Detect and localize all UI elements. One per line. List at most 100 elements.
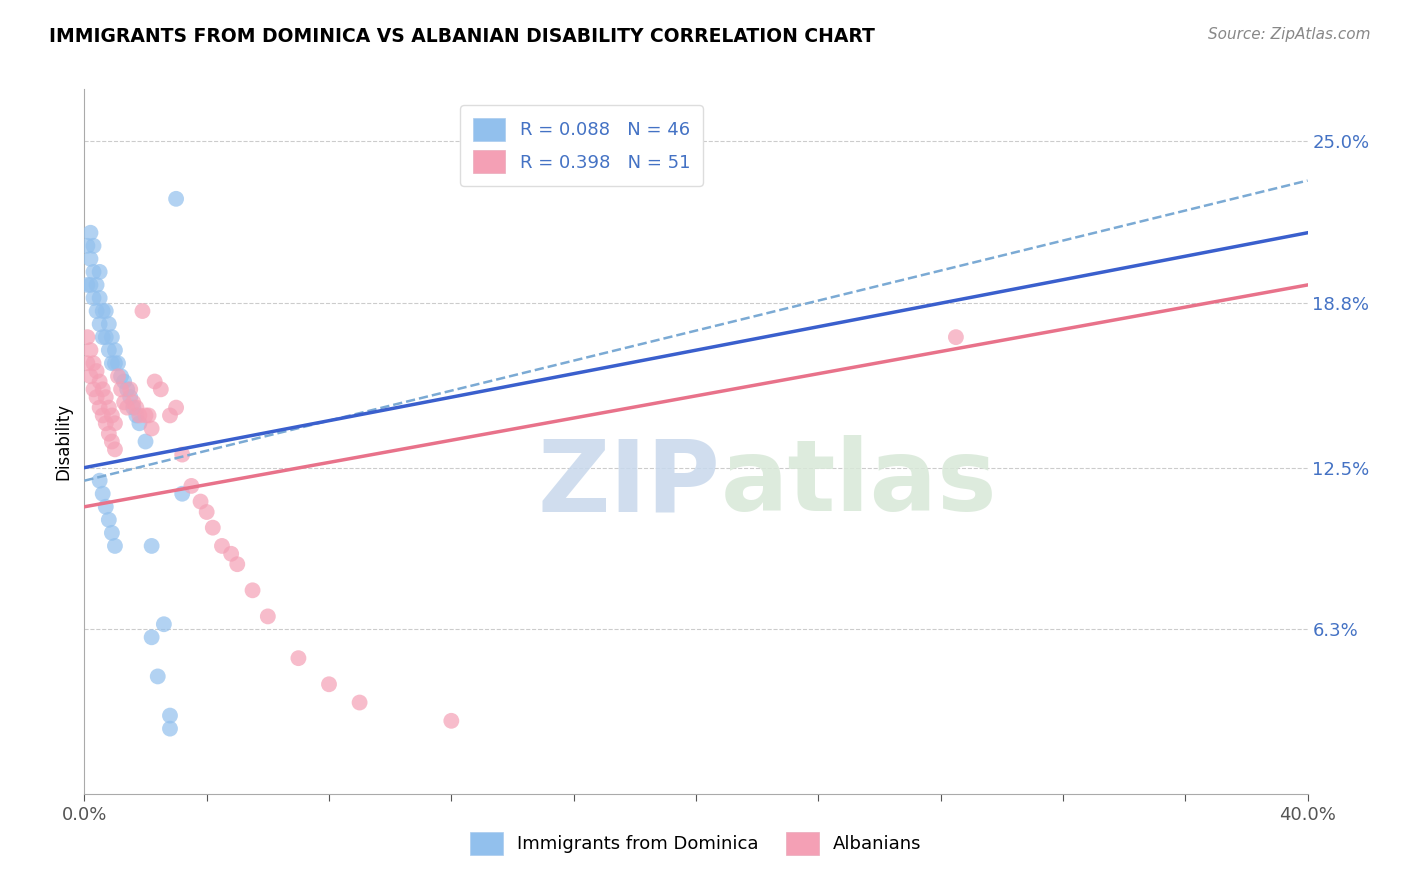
Point <box>76 277 98 292</box>
Point <box>83 239 105 253</box>
Point <box>91 330 114 344</box>
Point <box>141 421 163 435</box>
Point <box>165 192 187 206</box>
Point <box>83 265 105 279</box>
Point <box>83 356 105 370</box>
Point <box>219 547 242 561</box>
Point <box>172 487 194 501</box>
Point <box>115 401 138 415</box>
Point <box>159 708 181 723</box>
Point <box>94 304 117 318</box>
Point <box>94 330 117 344</box>
Point <box>125 401 148 415</box>
Point <box>101 356 124 370</box>
Point <box>97 317 120 331</box>
Point <box>86 277 108 292</box>
Point <box>79 252 101 266</box>
Point <box>97 426 120 441</box>
Point <box>97 343 120 358</box>
Point <box>107 356 129 370</box>
Point <box>128 409 150 423</box>
Text: atlas: atlas <box>720 435 997 533</box>
Point <box>287 651 309 665</box>
Text: IMMIGRANTS FROM DOMINICA VS ALBANIAN DISABILITY CORRELATION CHART: IMMIGRANTS FROM DOMINICA VS ALBANIAN DIS… <box>49 27 875 45</box>
Point <box>94 500 117 514</box>
Point <box>135 434 157 449</box>
Point <box>135 409 157 423</box>
Point <box>242 583 264 598</box>
Point <box>146 669 169 683</box>
Point <box>83 291 105 305</box>
Point <box>94 390 117 404</box>
Point <box>195 505 218 519</box>
Point <box>91 487 114 501</box>
Point <box>91 304 114 318</box>
Point <box>120 382 142 396</box>
Point <box>76 239 98 253</box>
Point <box>97 401 120 415</box>
Point <box>349 696 371 710</box>
Point <box>104 442 127 457</box>
Point <box>89 474 111 488</box>
Point <box>120 390 142 404</box>
Point <box>257 609 280 624</box>
Point <box>83 382 105 396</box>
Legend: Immigrants from Dominica, Albanians: Immigrants from Dominica, Albanians <box>463 825 929 863</box>
Point <box>89 265 111 279</box>
Point <box>104 356 127 370</box>
Point <box>122 401 145 415</box>
Point <box>101 525 124 540</box>
Point <box>79 369 101 384</box>
Point <box>89 291 111 305</box>
Point <box>107 369 129 384</box>
Text: Source: ZipAtlas.com: Source: ZipAtlas.com <box>1208 27 1371 42</box>
Point <box>104 343 127 358</box>
Point <box>91 409 114 423</box>
Point <box>180 479 202 493</box>
Point <box>104 417 127 431</box>
Point <box>945 330 967 344</box>
Point <box>76 330 98 344</box>
Point <box>89 375 111 389</box>
Point <box>149 382 172 396</box>
Point <box>86 390 108 404</box>
Point <box>86 304 108 318</box>
Point <box>143 375 166 389</box>
Point <box>115 382 138 396</box>
Point <box>79 277 101 292</box>
Point <box>190 494 212 508</box>
Point <box>89 401 111 415</box>
Point <box>318 677 340 691</box>
Point <box>165 401 187 415</box>
Point <box>91 382 114 396</box>
Point <box>104 539 127 553</box>
Point <box>122 395 145 409</box>
Point <box>101 434 124 449</box>
Point <box>79 343 101 358</box>
Point <box>211 539 233 553</box>
Point <box>159 409 181 423</box>
Point <box>141 630 163 644</box>
Point <box>79 226 101 240</box>
Point <box>201 521 224 535</box>
Point <box>153 617 176 632</box>
Point <box>128 417 150 431</box>
Point <box>131 304 153 318</box>
Text: ZIP: ZIP <box>537 435 720 533</box>
Point <box>110 369 132 384</box>
Point <box>94 417 117 431</box>
Point <box>226 558 249 572</box>
Point <box>440 714 463 728</box>
Point <box>172 448 194 462</box>
Point <box>101 330 124 344</box>
Point <box>112 375 135 389</box>
Y-axis label: Disability: Disability <box>55 403 73 480</box>
Point <box>101 409 124 423</box>
Point <box>76 356 98 370</box>
Point <box>125 409 148 423</box>
Point <box>110 382 132 396</box>
Point <box>141 539 163 553</box>
Point <box>138 409 160 423</box>
Point <box>89 317 111 331</box>
Point <box>86 364 108 378</box>
